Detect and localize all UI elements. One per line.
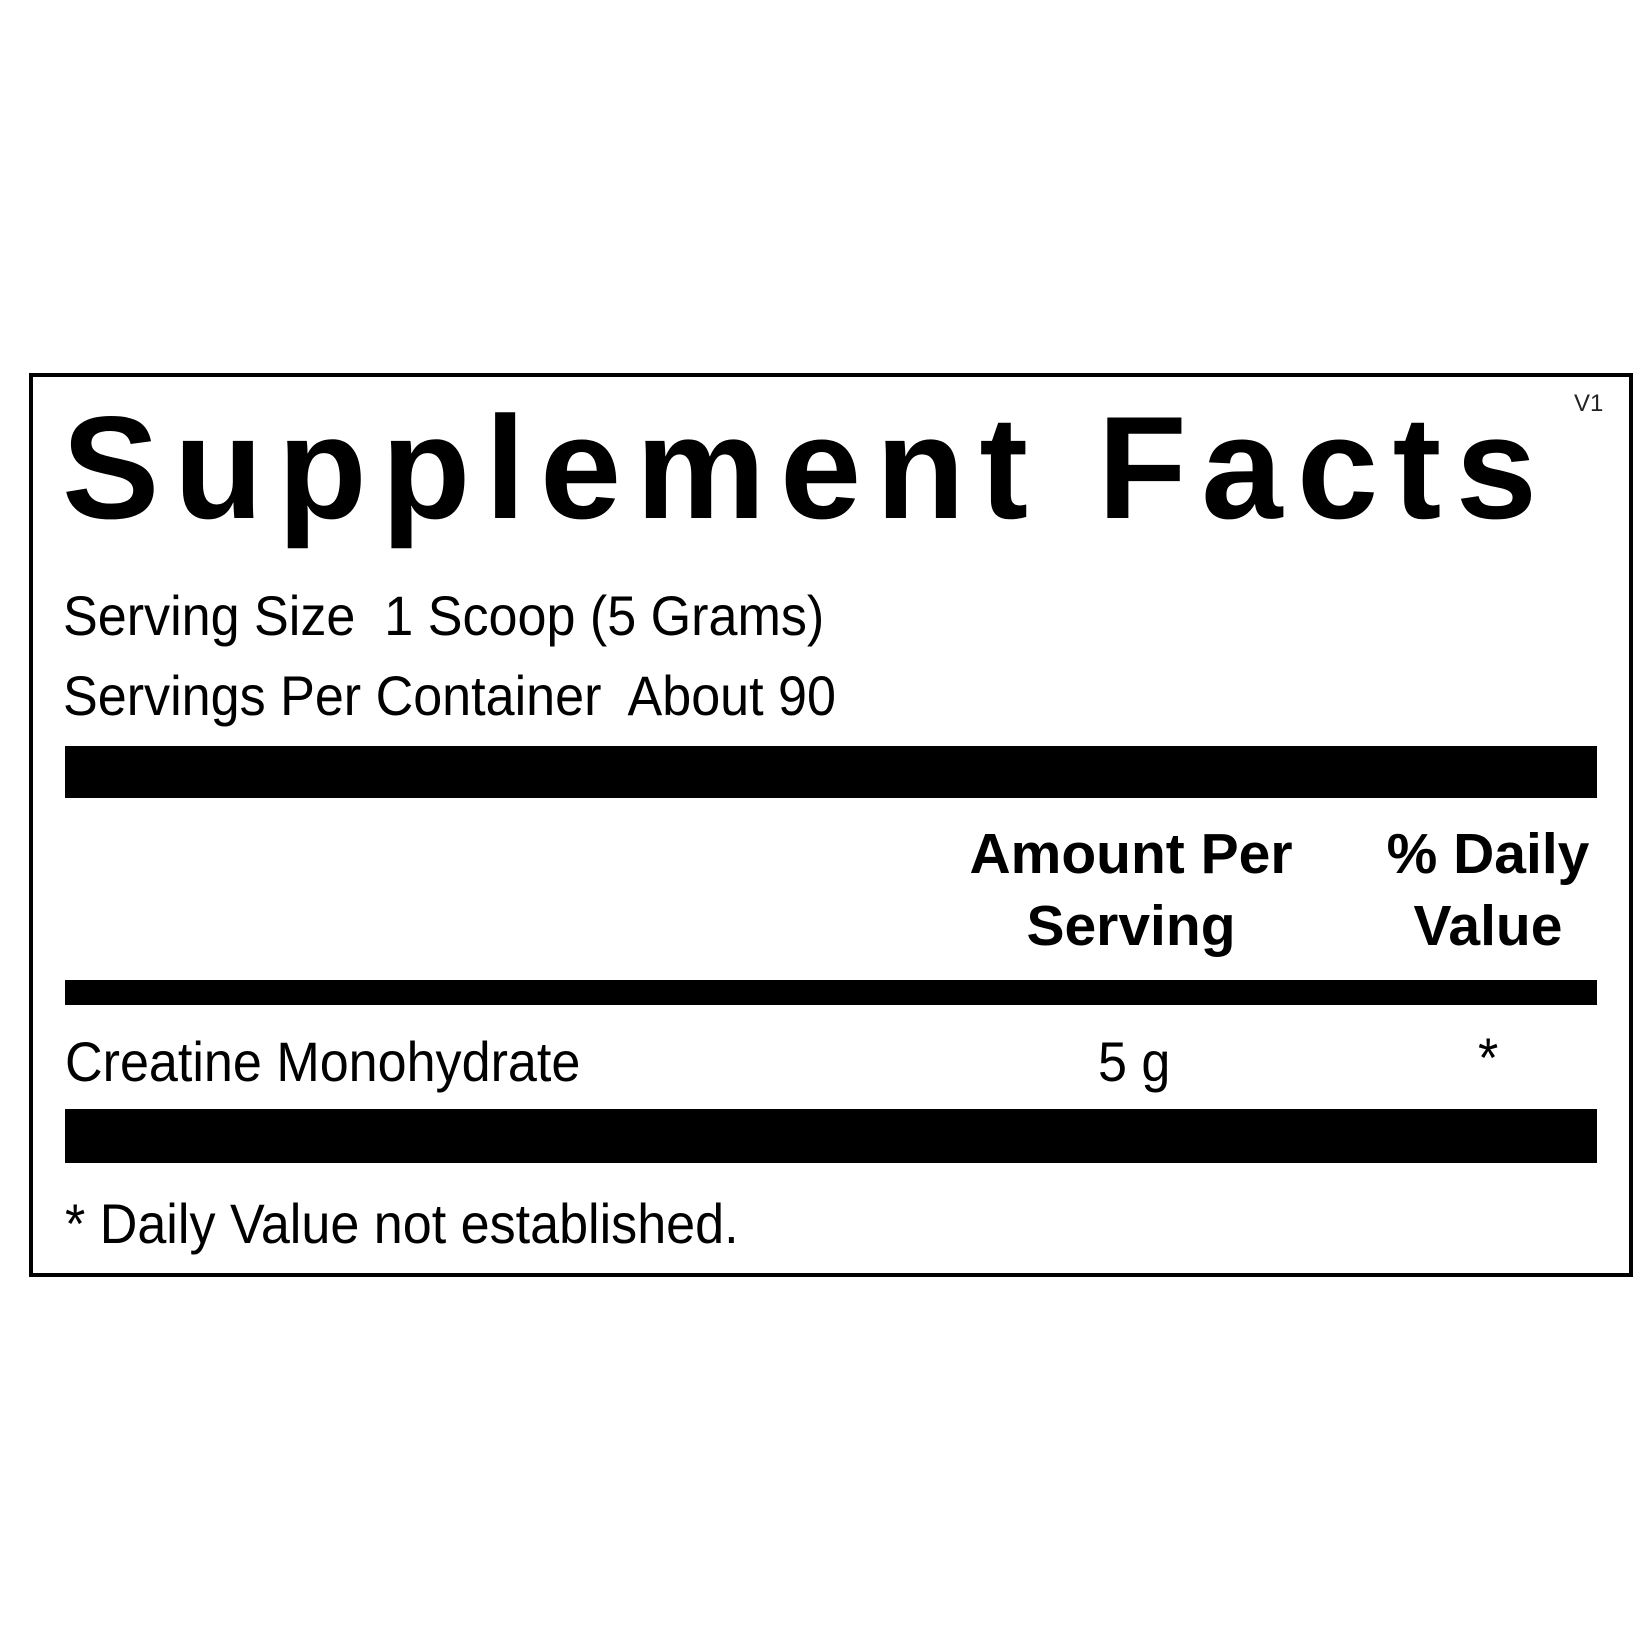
ingredient-daily-value: *: [1478, 1026, 1499, 1089]
amount-header-line2: Serving: [1026, 894, 1236, 958]
medium-divider: [65, 980, 1597, 1005]
dv-header-line2: Value: [1413, 894, 1563, 958]
footnote: * Daily Value not established.: [65, 1192, 739, 1255]
serving-size: Serving Size 1 Scoop (5 Grams): [63, 584, 825, 647]
servings-per-container: Servings Per Container About 90: [63, 664, 836, 727]
amount-header-line1: Amount Per: [969, 822, 1293, 886]
panel-title: Supplement Facts: [62, 386, 1552, 549]
ingredient-name: Creatine Monohydrate: [65, 1030, 581, 1093]
ingredient-amount: 5 g: [1098, 1030, 1171, 1093]
dv-header-line1: % Daily: [1386, 822, 1590, 886]
supplement-facts-panel: [29, 373, 1633, 1277]
thick-divider-bottom: [65, 1109, 1597, 1163]
amount-per-serving-header: Amount Per Serving: [969, 818, 1292, 962]
version-code: V1: [1574, 390, 1604, 417]
thick-divider: [65, 746, 1597, 798]
daily-value-header: % Daily Value: [1387, 818, 1590, 962]
